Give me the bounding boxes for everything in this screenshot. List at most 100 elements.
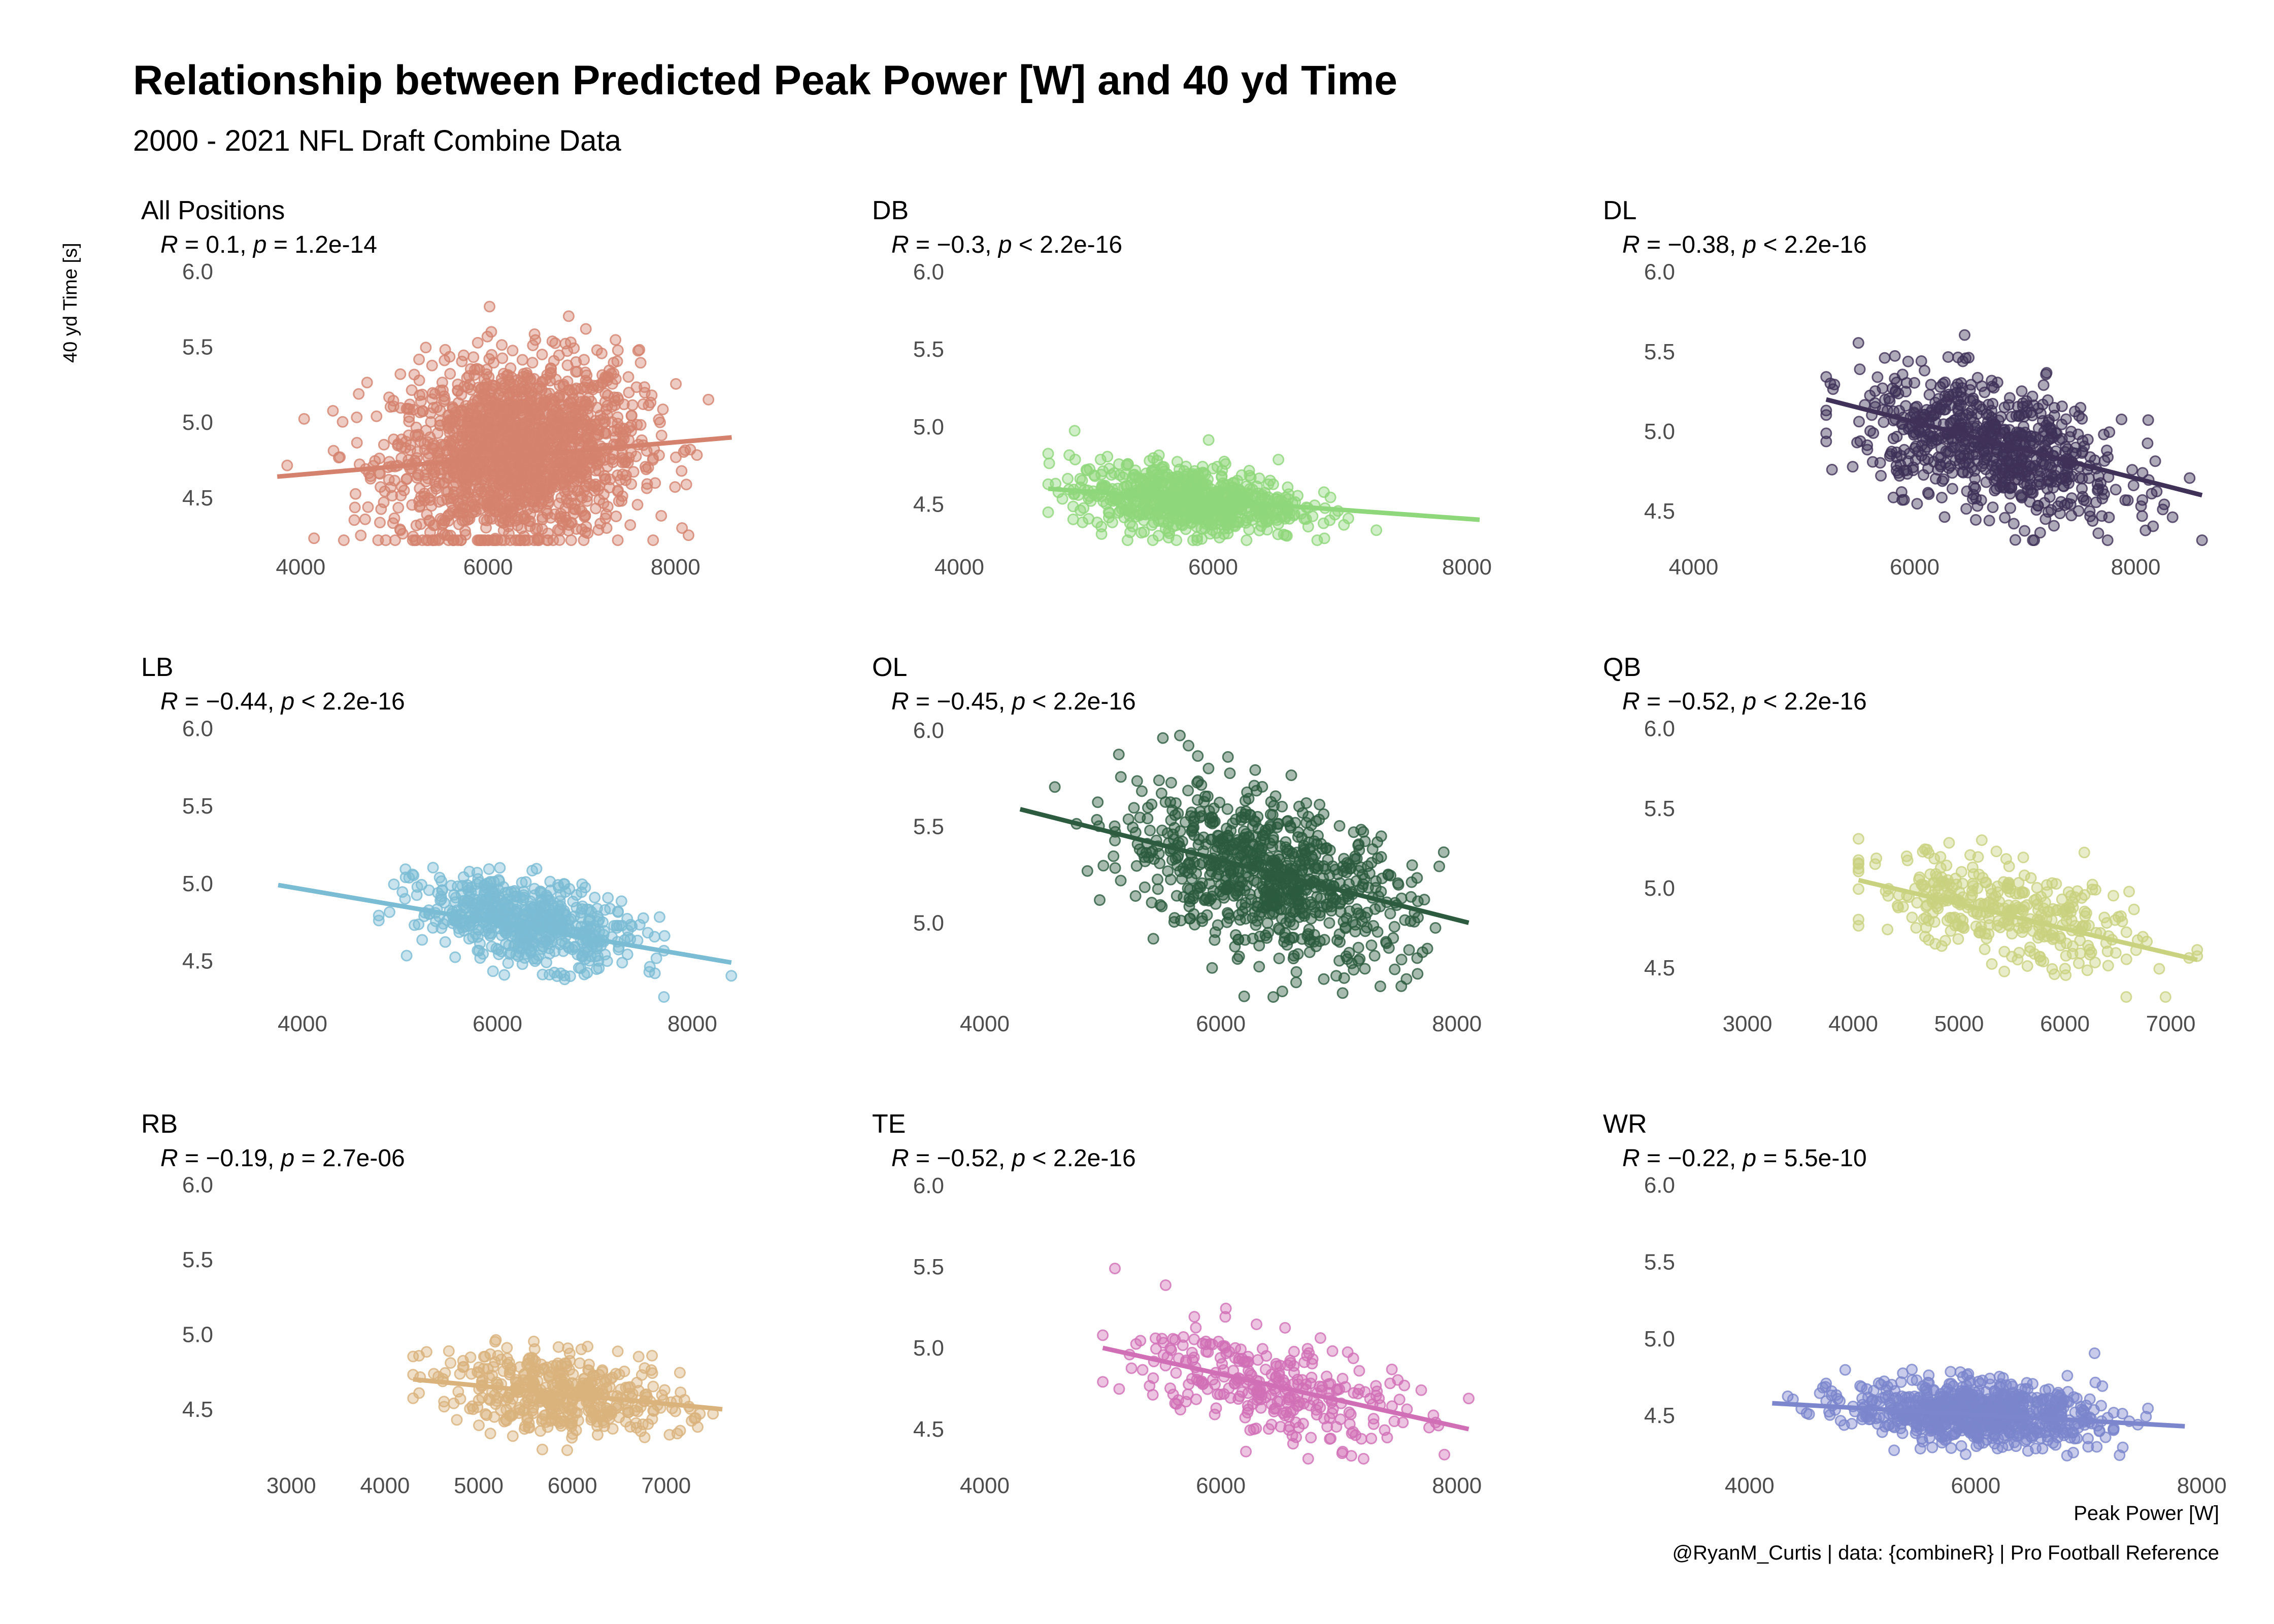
data-point <box>1417 946 1429 958</box>
data-point <box>485 497 497 510</box>
data-point <box>1979 943 1991 955</box>
data-point <box>551 414 563 426</box>
data-point <box>375 481 387 493</box>
data-point <box>622 931 634 943</box>
data-point <box>611 355 623 367</box>
y-tick-label: 6.0 <box>913 259 944 284</box>
data-point <box>1092 796 1104 808</box>
data-point <box>2127 480 2139 491</box>
data-point <box>2059 446 2071 458</box>
x-tick-label: 6000 <box>473 1011 522 1036</box>
y-tick-label: 4.5 <box>182 949 213 974</box>
data-point <box>2037 379 2050 391</box>
data-point <box>555 889 567 901</box>
data-point <box>594 518 607 530</box>
data-point <box>481 368 492 380</box>
data-point <box>498 969 511 981</box>
correlation-label: R = −0.38, p < 2.2e-16 <box>1622 231 1867 258</box>
data-point <box>1370 524 1383 536</box>
data-point <box>2136 494 2149 506</box>
data-point <box>1820 435 1832 448</box>
data-point <box>1945 399 1957 411</box>
x-tick-label: 4000 <box>276 555 325 580</box>
data-point <box>387 517 399 529</box>
data-point <box>1288 895 1300 907</box>
data-point <box>438 395 450 408</box>
data-point <box>1910 922 1922 934</box>
data-point <box>545 512 557 524</box>
data-point <box>1273 454 1285 466</box>
data-point <box>612 534 624 546</box>
data-point <box>610 511 622 522</box>
data-point <box>1299 847 1311 859</box>
data-point <box>598 416 610 428</box>
data-point <box>1249 906 1261 918</box>
data-point <box>1136 847 1148 859</box>
data-point <box>2029 431 2042 443</box>
data-point <box>2048 402 2060 414</box>
data-point <box>2055 932 2066 944</box>
scatter-points <box>1820 329 2208 546</box>
data-point <box>518 534 530 546</box>
data-point <box>1144 471 1156 484</box>
data-point <box>1323 869 1335 881</box>
data-point <box>2038 497 2051 509</box>
data-point <box>562 473 574 485</box>
data-point <box>383 473 395 486</box>
panel-qb: QBR = −0.52, p < 2.2e-164.55.05.56.03000… <box>1603 653 2203 1036</box>
data-point <box>2019 525 2031 537</box>
panel-title: DB <box>872 196 909 225</box>
correlation-label: R = 0.1, p = 1.2e-14 <box>160 231 377 258</box>
data-point <box>1901 854 1914 866</box>
data-point <box>1864 425 1876 437</box>
data-point <box>1982 422 1994 434</box>
data-point <box>1852 337 1864 349</box>
data-point <box>630 450 642 462</box>
data-point <box>2102 451 2114 463</box>
data-point <box>2139 524 2152 536</box>
data-point <box>1406 859 1418 871</box>
data-point <box>1253 961 1265 973</box>
data-point <box>1964 395 1977 407</box>
data-point <box>494 862 506 874</box>
data-point <box>650 952 662 964</box>
data-point <box>1124 517 1136 529</box>
data-point <box>657 403 669 416</box>
data-point <box>1151 455 1163 467</box>
data-point <box>2055 496 2067 508</box>
data-point <box>503 528 515 540</box>
data-point <box>1273 850 1285 862</box>
data-point <box>2015 490 2027 502</box>
data-point <box>612 411 624 423</box>
data-point <box>593 494 606 506</box>
data-point <box>349 488 361 500</box>
data-point <box>624 519 637 531</box>
data-point <box>1942 446 1954 458</box>
scatter-points <box>1042 425 1383 546</box>
data-point <box>1277 510 1289 522</box>
data-point <box>549 337 561 349</box>
data-point <box>1182 883 1194 894</box>
data-point <box>1343 858 1355 870</box>
data-point <box>459 529 472 541</box>
data-point <box>1374 980 1386 992</box>
data-point <box>378 438 390 451</box>
x-tick-label: 4000 <box>278 1011 327 1036</box>
data-point <box>1201 790 1214 802</box>
data-point <box>1238 990 1250 1002</box>
data-point <box>676 522 688 534</box>
data-point <box>500 927 513 939</box>
data-point <box>1224 517 1236 529</box>
data-point <box>536 349 548 360</box>
data-point <box>1128 802 1140 814</box>
data-point <box>411 889 423 901</box>
data-point <box>1265 898 1277 910</box>
data-point <box>484 300 495 313</box>
data-point <box>2003 392 2016 404</box>
data-point <box>496 339 508 351</box>
data-point <box>1318 517 1329 529</box>
data-point <box>1230 814 1242 826</box>
data-point <box>461 433 474 445</box>
data-point <box>351 411 363 423</box>
